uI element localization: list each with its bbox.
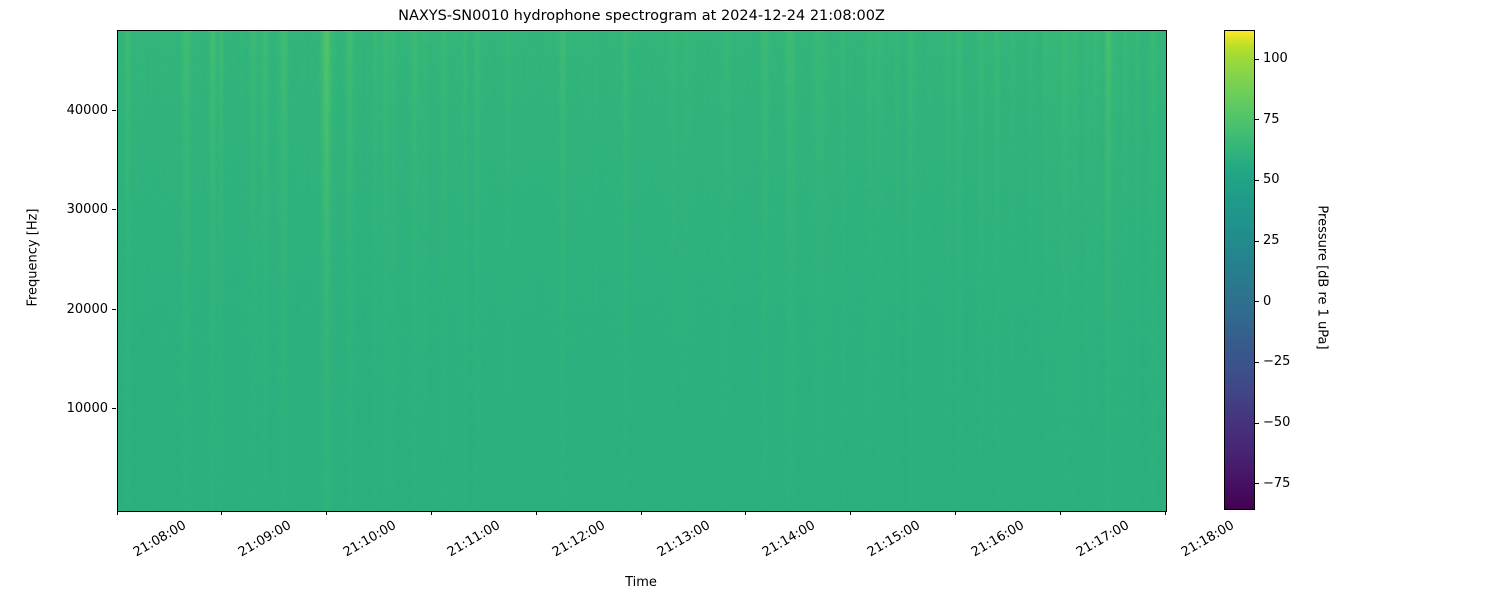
colorbar-tick-label: 75 bbox=[1263, 111, 1280, 127]
colorbar-tick-label: −75 bbox=[1263, 475, 1291, 491]
spectrogram-heatmap-image bbox=[118, 31, 1166, 511]
y-tick-mark bbox=[112, 110, 116, 112]
y-tick-mark bbox=[112, 309, 116, 311]
colorbar-tick-label: 25 bbox=[1263, 233, 1280, 249]
x-tick-label: 21:10:00 bbox=[340, 518, 399, 561]
x-tick-label: 21:12:00 bbox=[550, 518, 609, 561]
colorbar-tick-mark bbox=[1255, 119, 1259, 121]
x-tick-mark bbox=[640, 511, 642, 515]
colorbar-tick-label: −25 bbox=[1263, 354, 1291, 370]
colorbar-tick-mark bbox=[1255, 179, 1259, 182]
y-tick-label: 40000 bbox=[66, 103, 108, 118]
x-tick-mark bbox=[850, 511, 852, 515]
x-tick-mark bbox=[116, 511, 118, 515]
colorbar-gradient bbox=[1225, 31, 1254, 509]
colorbar-tick-mark bbox=[1255, 483, 1259, 485]
x-tick-mark bbox=[954, 511, 956, 515]
x-tick-mark bbox=[430, 511, 432, 515]
y-tick-label: 10000 bbox=[66, 401, 108, 416]
x-tick-mark bbox=[221, 511, 223, 515]
x-tick-label: 21:09:00 bbox=[235, 518, 294, 561]
colorbar-label: Pressure [dB re 1 uPa] bbox=[1314, 205, 1330, 350]
x-axis-label: Time bbox=[625, 575, 657, 590]
colorbar-tick-mark bbox=[1255, 422, 1259, 424]
x-tick-label: 21:13:00 bbox=[654, 518, 713, 561]
x-tick-label: 21:18:00 bbox=[1178, 518, 1237, 561]
colorbar-tick-label: −50 bbox=[1263, 415, 1291, 431]
x-tick-label: 21:15:00 bbox=[864, 518, 923, 561]
x-tick-mark bbox=[326, 511, 328, 515]
y-tick-mark bbox=[112, 209, 116, 211]
page-title: NAXYS-SN0010 hydrophone spectrogram at 2… bbox=[398, 8, 885, 24]
colorbar-tick-mark bbox=[1255, 58, 1259, 60]
x-tick-label: 21:16:00 bbox=[969, 518, 1028, 561]
y-axis-label: Frequency [Hz] bbox=[25, 208, 41, 307]
x-tick-label: 21:14:00 bbox=[759, 518, 818, 561]
x-tick-mark bbox=[1059, 511, 1061, 515]
x-tick-mark bbox=[1164, 511, 1166, 515]
y-tick-label: 20000 bbox=[66, 302, 108, 317]
spectrogram-plot-area bbox=[117, 30, 1167, 512]
y-tick-mark bbox=[112, 408, 116, 410]
x-tick-label: 21:17:00 bbox=[1074, 518, 1133, 561]
x-tick-label: 21:11:00 bbox=[445, 518, 504, 561]
colorbar bbox=[1224, 30, 1255, 510]
x-tick-mark bbox=[535, 511, 537, 515]
y-tick-label: 30000 bbox=[66, 202, 108, 217]
colorbar-tick-label: 50 bbox=[1263, 172, 1280, 188]
colorbar-tick-label: 100 bbox=[1263, 51, 1288, 67]
colorbar-tick-label: 0 bbox=[1263, 293, 1272, 309]
colorbar-tick-mark bbox=[1255, 361, 1259, 363]
x-tick-label: 21:08:00 bbox=[130, 518, 189, 561]
colorbar-tick-mark bbox=[1255, 301, 1259, 303]
colorbar-tick-mark bbox=[1255, 240, 1259, 242]
x-tick-mark bbox=[745, 511, 747, 515]
